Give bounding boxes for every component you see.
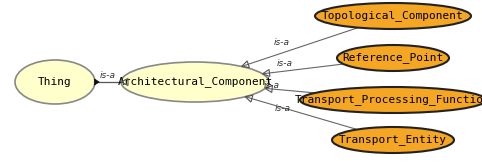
Text: is-a: is-a xyxy=(264,81,280,90)
Text: Architectural_Component: Architectural_Component xyxy=(118,77,273,87)
Ellipse shape xyxy=(332,127,454,153)
Ellipse shape xyxy=(300,87,482,113)
Text: Transport_Entity: Transport_Entity xyxy=(339,134,447,145)
Text: is-a: is-a xyxy=(100,71,116,80)
Text: is-a: is-a xyxy=(275,104,291,113)
Text: Transport_Processing_Function: Transport_Processing_Function xyxy=(295,95,482,105)
Polygon shape xyxy=(94,79,99,85)
Text: Reference_Point: Reference_Point xyxy=(342,52,443,63)
Ellipse shape xyxy=(315,3,471,29)
Ellipse shape xyxy=(121,62,269,102)
Text: is-a: is-a xyxy=(274,38,290,47)
Text: Thing: Thing xyxy=(38,77,72,87)
Text: is-a: is-a xyxy=(277,59,293,68)
Text: Topological_Component: Topological_Component xyxy=(322,10,464,21)
Ellipse shape xyxy=(15,60,95,104)
Ellipse shape xyxy=(337,45,449,71)
